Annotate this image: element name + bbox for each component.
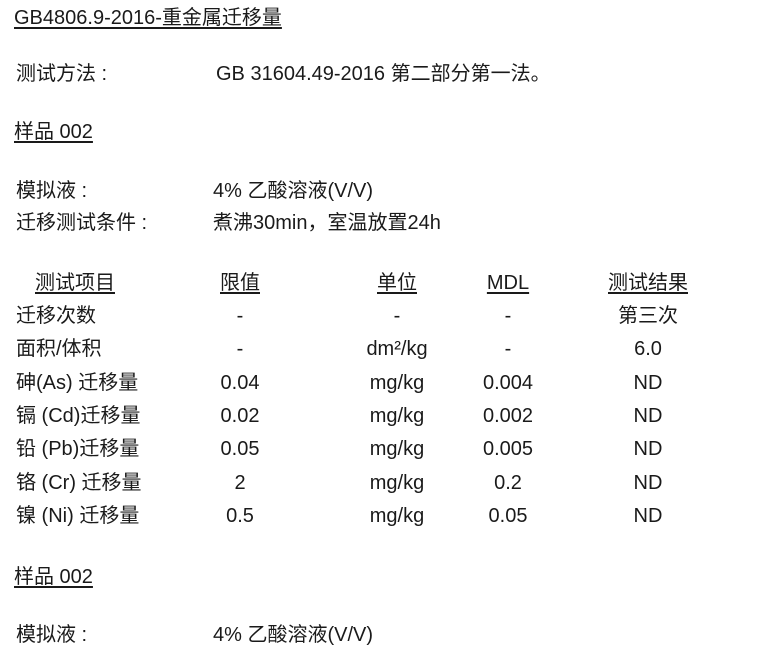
table-cell-item: 面积/体积 (16, 338, 102, 361)
table-cell-mdl: 0.004 (482, 371, 534, 394)
table-cell-unit: mg/kg (369, 504, 425, 527)
simulant-label: 模拟液 : (16, 180, 88, 202)
table-cell-item: 铅 (Pb)迁移量 (16, 438, 140, 461)
table-cell-unit: dm²/kg (366, 338, 428, 361)
table-cell-limit: 0.02 (220, 404, 260, 427)
sample-heading-2: 样品 002 (14, 566, 93, 588)
table-cell-mdl: 0.005 (482, 438, 534, 461)
simulant-label-2: 模拟液 : (16, 624, 88, 646)
header-result: 测试结果 (608, 272, 688, 294)
table-cell-unit: mg/kg (369, 371, 425, 394)
method-value: GB 31604.49-2016 第二部分第一法。 (216, 63, 551, 85)
table-cell-unit: mg/kg (369, 404, 425, 427)
table-cell-limit: - (236, 338, 244, 361)
header-unit: 单位 (377, 272, 417, 294)
table-cell-mdl: - (504, 305, 512, 327)
table-cell-item: 迁移次数 (16, 305, 96, 327)
table-cell-mdl: - (504, 338, 512, 361)
table-cell-result: 6.0 (634, 338, 662, 361)
document-title: GB4806.9-2016-重金属迁移量 (14, 7, 282, 29)
table-cell-mdl: 0.05 (488, 504, 528, 527)
table-cell-result: ND (633, 371, 663, 394)
header-limit: 限值 (220, 272, 260, 294)
simulant-value: 4% 乙酸溶液(V/V) (213, 180, 374, 202)
sample-heading: 样品 002 (14, 121, 93, 143)
table-cell-result: ND (633, 471, 663, 494)
method-label: 测试方法 : (16, 63, 108, 85)
header-item: 测试项目 (35, 272, 115, 294)
table-cell-item: 镉 (Cd)迁移量 (16, 404, 141, 427)
header-mdl: MDL (486, 272, 530, 294)
condition-label: 迁移测试条件 : (16, 212, 148, 234)
table-cell-mdl: 0.2 (494, 471, 522, 494)
table-cell-result: ND (633, 404, 663, 427)
table-cell-limit: 0.04 (220, 371, 260, 394)
table-cell-limit: 2 (234, 471, 246, 494)
table-cell-unit: - (393, 305, 401, 327)
table-cell-item: 铬 (Cr) 迁移量 (16, 471, 142, 494)
table-cell-item: 镍 (Ni) 迁移量 (16, 504, 140, 527)
table-cell-unit: mg/kg (369, 438, 425, 461)
table-cell-mdl: 0.002 (482, 404, 534, 427)
table-cell-result: 第三次 (618, 305, 678, 327)
table-cell-result: ND (633, 504, 663, 527)
table-cell-limit: 0.5 (226, 504, 254, 527)
table-cell-item: 砷(As) 迁移量 (16, 371, 139, 394)
table-cell-result: ND (633, 438, 663, 461)
simulant-value-2: 4% 乙酸溶液(V/V) (213, 624, 374, 646)
table-cell-limit: 0.05 (220, 438, 260, 461)
table-cell-limit: - (236, 305, 244, 327)
table-cell-unit: mg/kg (369, 471, 425, 494)
condition-value: 煮沸30min，室温放置24h (213, 212, 441, 234)
